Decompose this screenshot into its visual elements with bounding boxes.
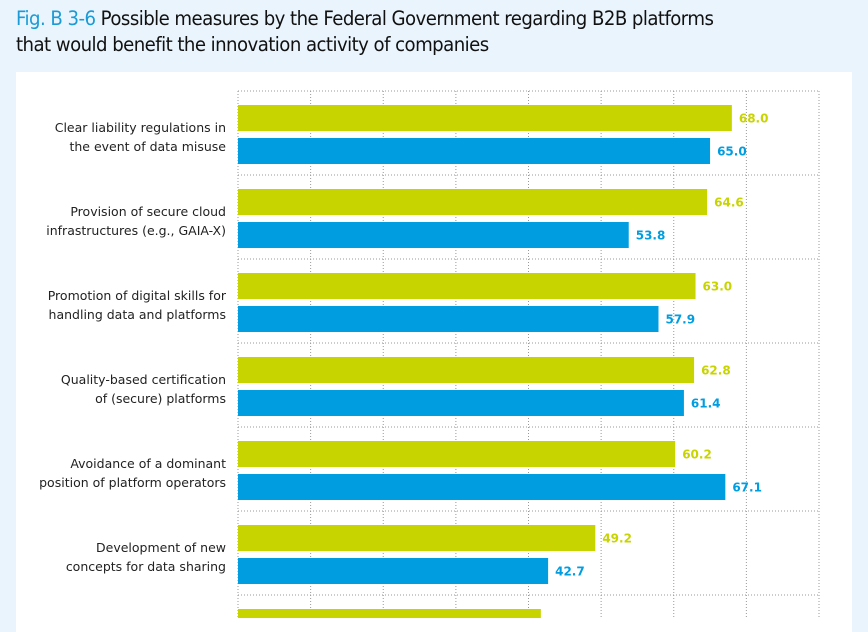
bar-series1 (238, 357, 695, 383)
title-line-2: that would benefit the innovation activi… (16, 33, 489, 56)
bar-series1 (238, 273, 696, 299)
bar-series1 (238, 525, 596, 551)
category-label: infrastructures (e.g., GAIA-X) (46, 223, 226, 238)
category-label: position of platform operators (39, 475, 226, 490)
figure-number: Fig. B 3-6 (16, 7, 96, 30)
bar-series1 (238, 609, 541, 618)
data-label-series2: 57.9 (665, 313, 695, 327)
category-label: Development of new (96, 540, 226, 555)
bar-series2 (238, 138, 711, 164)
category-label: Provision of secure cloud (70, 204, 226, 219)
category-label: concepts for data sharing (66, 559, 226, 574)
category-label: Promotion of digital skills for (48, 288, 227, 303)
bar-chart: 68.0 65.0 Clear liability regulations in th… (39, 90, 820, 618)
figure-title: Fig. B 3-6 Possible measures by the Fede… (16, 6, 797, 58)
bar-series1 (238, 105, 732, 131)
bar-series2 (238, 222, 629, 248)
data-label-series2: 53.8 (636, 229, 666, 243)
data-label-series1: 60.2 (682, 448, 712, 462)
bar-series2 (238, 474, 726, 500)
bar-series2 (238, 390, 684, 416)
data-label-series1: 63.0 (703, 280, 733, 294)
category-label: of (secure) platforms (95, 391, 226, 406)
data-label-series2: 42.7 (555, 565, 585, 579)
title-line-1: Possible measures by the Federal Governm… (100, 7, 714, 30)
data-label-series2: 61.4 (691, 397, 721, 411)
category-label: handling data and platforms (49, 307, 226, 322)
data-label-series1: 64.6 (714, 196, 744, 210)
bar-series1 (238, 189, 708, 215)
data-label-series2: 67.1 (732, 481, 762, 495)
category-label: Quality-based certification (61, 372, 226, 387)
category-label: Avoidance of a dominant (70, 456, 226, 471)
bar-series2 (238, 558, 549, 584)
data-label-series1: 62.8 (701, 364, 731, 378)
category-label: the event of data misuse (69, 139, 226, 154)
bar-series2 (238, 306, 659, 332)
category-label: Clear liability regulations in (55, 120, 226, 135)
data-label-series1: 68.0 (739, 112, 769, 126)
data-label-series2: 65.0 (717, 145, 747, 159)
bar-series1 (238, 441, 676, 467)
data-label-series1: 49.2 (602, 532, 632, 546)
